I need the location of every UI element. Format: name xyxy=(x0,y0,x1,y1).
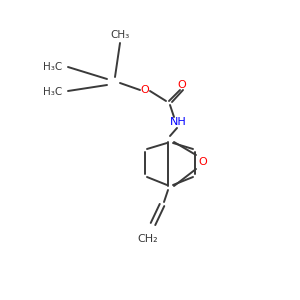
Text: O: O xyxy=(141,85,149,95)
Text: NH: NH xyxy=(169,117,186,127)
Text: CH₂: CH₂ xyxy=(138,234,158,244)
Text: O: O xyxy=(178,80,186,90)
Text: CH₃: CH₃ xyxy=(110,30,130,40)
Text: H₃C: H₃C xyxy=(43,87,62,97)
Text: H₃C: H₃C xyxy=(43,62,62,72)
Text: O: O xyxy=(198,157,207,167)
